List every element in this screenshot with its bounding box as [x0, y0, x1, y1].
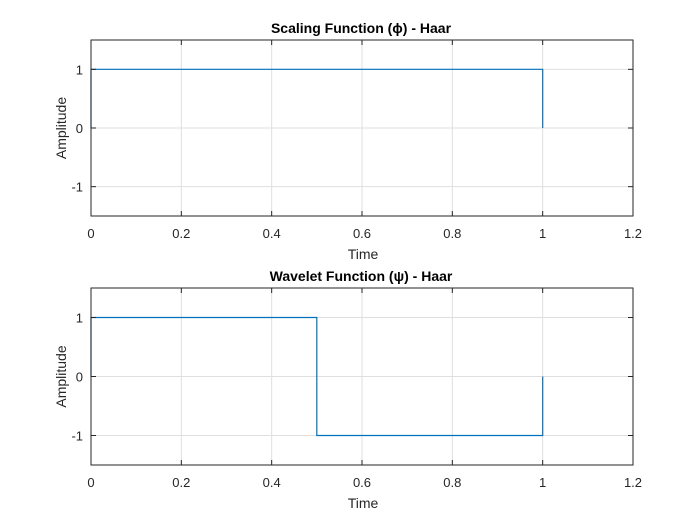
x-axis-label: Time: [348, 246, 379, 262]
x-tick-label: 1: [539, 226, 546, 241]
x-tick-label: 0.2: [172, 226, 190, 241]
x-axis-label: Time: [348, 495, 379, 511]
y-tick-label: 0: [76, 370, 83, 385]
y-axis-label: Amplitude: [53, 97, 69, 159]
x-tick-label: 0: [87, 226, 94, 241]
x-tick-label: 1.2: [624, 226, 642, 241]
y-axis-label: Amplitude: [53, 345, 69, 407]
x-tick-label: 1: [539, 475, 546, 490]
x-tick-label: 0.6: [353, 226, 371, 241]
x-tick-label: 0.2: [172, 475, 190, 490]
y-tick-label: -1: [71, 180, 83, 195]
x-tick-label: 0.8: [443, 475, 461, 490]
x-tick-label: 1.2: [624, 475, 642, 490]
y-tick-label: 0: [76, 121, 83, 136]
x-tick-label: 0.4: [263, 226, 281, 241]
chart-panel-2: 0 0.2 0.4 0.6 0.8 1 1.2 -1 0 1 Wavelet Function (ψ…: [53, 268, 642, 511]
y-tick-label: -1: [71, 429, 83, 444]
chart-panel-1: 0 0.2 0.4 0.6 0.8 1 1.2 -1 0 1 Scaling Function (ϕ…: [53, 20, 642, 262]
y-tick-label: 1: [76, 62, 83, 77]
x-tick-label: 0.8: [443, 226, 461, 241]
y-tick-label: 1: [76, 311, 83, 326]
x-tick-label: 0: [87, 475, 94, 490]
x-tick-label: 0.4: [263, 475, 281, 490]
chart-title: Wavelet Function (ψ) - Haar: [270, 268, 453, 284]
chart-title: Scaling Function (ϕ) - Haar: [271, 20, 452, 36]
x-tick-label: 0.6: [353, 475, 371, 490]
